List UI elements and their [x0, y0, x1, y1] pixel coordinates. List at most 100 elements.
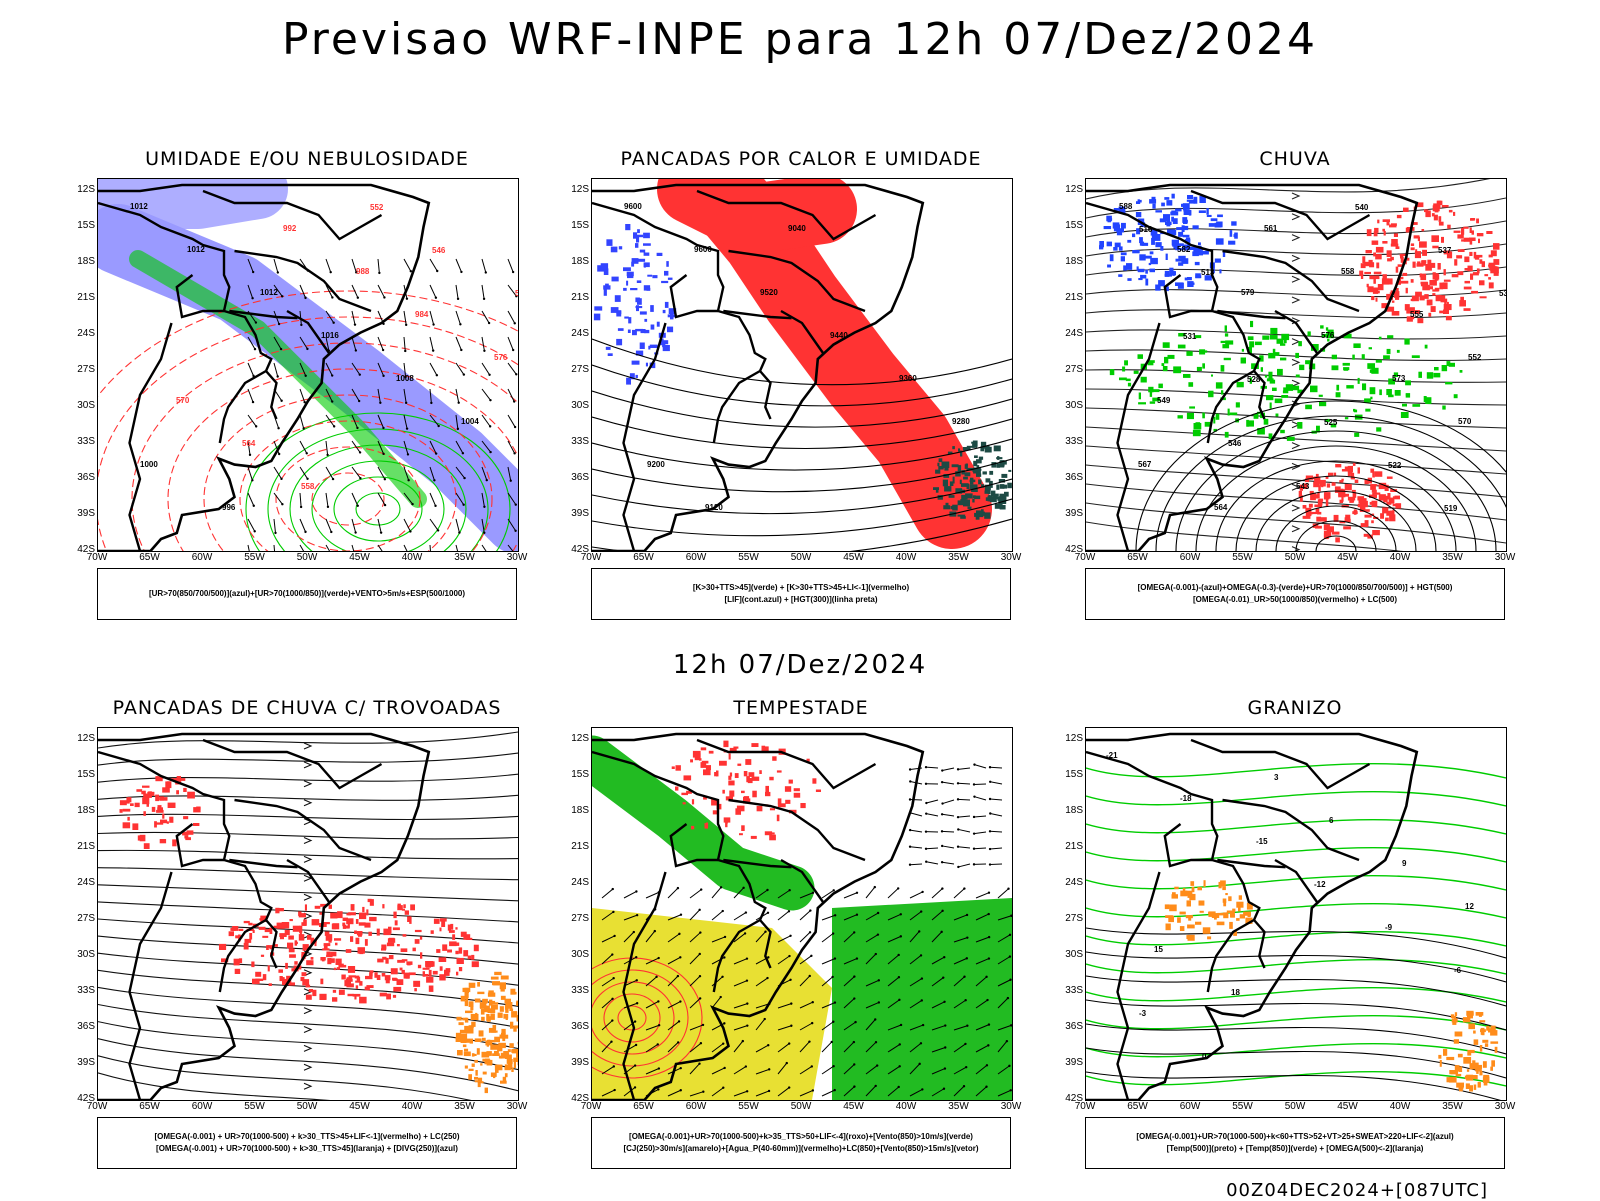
lat-tick-label: 18S — [1057, 805, 1083, 816]
lat-tick-label: 12S — [69, 184, 95, 195]
contour-label: 576 — [1321, 331, 1335, 340]
lon-tick-label: 50W — [1280, 552, 1310, 563]
lat-tick-label: 30S — [1057, 949, 1083, 960]
contour-label: 1004 — [461, 417, 479, 426]
contour-label: 546 — [432, 246, 446, 255]
lon-tick-label: 65W — [1123, 1101, 1153, 1112]
contour-label: 567 — [1138, 460, 1152, 469]
lat-tick-label: 12S — [563, 733, 589, 744]
legend-line: [Temp(500)](preto) + [Temp(850)](verde) … — [1086, 1143, 1504, 1155]
lat-tick-label: 30S — [563, 400, 589, 411]
lon-tick-label: 55W — [734, 552, 764, 563]
contour-label: 576 — [494, 353, 508, 362]
lat-tick-label: 27S — [563, 913, 589, 924]
lon-tick-label: 70W — [82, 552, 112, 563]
panel-title-p3: CHUVA — [1065, 148, 1525, 170]
panel-title-p1: UMIDADE E/OU NEBULOSIDADE — [77, 148, 537, 170]
contour-label: 1016 — [321, 331, 339, 340]
contour-label: 9600 — [624, 202, 642, 211]
lat-tick-label: 39S — [69, 1057, 95, 1068]
contour-label: 996 — [222, 503, 236, 512]
contour-label: 9 — [1402, 859, 1407, 868]
lat-tick-label: 39S — [563, 508, 589, 519]
contour-label: 1000 — [140, 460, 158, 469]
contour-label: 570 — [1458, 417, 1472, 426]
page-title: Previsao WRF-INPE para 12h 07/Dez/2024 — [0, 14, 1600, 65]
run-stamp: 00Z04DEC2024+[087UTC] — [1226, 1180, 1488, 1201]
contour-label: 1008 — [396, 374, 414, 383]
contour-label: 552 — [370, 203, 384, 212]
contour-label: 528 — [1247, 375, 1261, 384]
contour-label: -9 — [1385, 923, 1393, 932]
contour-label: 579 — [1241, 288, 1255, 297]
contour-label: 588 — [1119, 202, 1133, 211]
lat-tick-label: 24S — [69, 328, 95, 339]
legend-p3: [OMEGA(-0.001)-(azul)+OMEGA(-0.3)-(verde… — [1085, 568, 1505, 620]
contour-label: 564 — [242, 439, 256, 448]
legend-p1: [UR>70(850/700/500)](azul)+[UR>70(1000/8… — [97, 568, 517, 620]
lat-tick-label: 30S — [69, 400, 95, 411]
panel-title-p2: PANCADAS POR CALOR E UMIDADE — [571, 148, 1031, 170]
lon-tick-label: 50W — [292, 552, 322, 563]
lon-tick-label: 40W — [397, 1101, 427, 1112]
lat-tick-label: 39S — [69, 508, 95, 519]
map-p5 — [591, 727, 1013, 1101]
contour-label: -12 — [1314, 880, 1326, 889]
lon-tick-label: 30W — [502, 552, 532, 563]
contour-label: 9120 — [705, 503, 723, 512]
contour-label: 9600 — [694, 245, 712, 254]
lon-tick-label: 60W — [1175, 1101, 1205, 1112]
lat-tick-label: 27S — [69, 364, 95, 375]
contour-label: -3 — [1139, 1009, 1147, 1018]
lif-blue-contours — [594, 224, 676, 385]
contour-label: 582 — [1177, 245, 1191, 254]
lon-tick-label: 30W — [502, 1101, 532, 1112]
contour-label: 6 — [1329, 816, 1334, 825]
lon-tick-label: 60W — [187, 552, 217, 563]
lat-tick-label: 27S — [69, 913, 95, 924]
lat-tick-label: 15S — [1057, 220, 1083, 231]
lon-tick-label: 45W — [839, 1101, 869, 1112]
contour-label: -6 — [1454, 966, 1462, 975]
lat-tick-label: 39S — [1057, 508, 1083, 519]
contour-label: 522 — [1388, 461, 1402, 470]
lat-tick-label: 24S — [563, 877, 589, 888]
lat-tick-label: 18S — [563, 256, 589, 267]
lon-tick-label: 40W — [397, 552, 427, 563]
lat-tick-label: 36S — [69, 1021, 95, 1032]
lat-tick-label: 27S — [1057, 913, 1083, 924]
lon-tick-label: 55W — [240, 1101, 270, 1112]
lat-tick-label: 33S — [1057, 436, 1083, 447]
lon-tick-label: 35W — [1438, 552, 1468, 563]
rain-red-areas — [1359, 201, 1499, 324]
map-p4 — [97, 727, 519, 1101]
lon-tick-label: 45W — [345, 552, 375, 563]
contour-label: 15 — [1154, 945, 1163, 954]
lat-tick-label: 15S — [563, 769, 589, 780]
lat-tick-label: 21S — [563, 841, 589, 852]
storms-red — [219, 899, 479, 1004]
contour-label: 9200 — [647, 460, 665, 469]
lat-tick-label: 33S — [69, 436, 95, 447]
contour-label: 555 — [1410, 310, 1424, 319]
lat-tick-label: 36S — [563, 472, 589, 483]
panel-title-p5: TEMPESTADE — [571, 697, 1031, 719]
green-wind-area — [832, 898, 1012, 1100]
contour-label: 984 — [415, 310, 429, 319]
lat-tick-label: 24S — [1057, 328, 1083, 339]
lat-tick-label: 27S — [1057, 364, 1083, 375]
contour-label: 9280 — [952, 417, 970, 426]
panel-title-p4: PANCADAS DE CHUVA C/ TROVOADAS — [77, 697, 537, 719]
valid-time-label: 12h 07/Dez/2024 — [0, 650, 1600, 680]
contour-label: 519 — [1444, 504, 1458, 513]
storms-orange — [456, 972, 518, 1093]
lon-tick-label: 35W — [1438, 1101, 1468, 1112]
contour-label: 564 — [1214, 503, 1228, 512]
lon-tick-label: 65W — [1123, 552, 1153, 563]
lat-tick-label: 15S — [563, 220, 589, 231]
contour-label: 992 — [283, 224, 297, 233]
lon-tick-label: 65W — [135, 552, 165, 563]
lon-tick-label: 40W — [891, 1101, 921, 1112]
lon-tick-label: 50W — [786, 552, 816, 563]
lat-tick-label: 36S — [69, 472, 95, 483]
